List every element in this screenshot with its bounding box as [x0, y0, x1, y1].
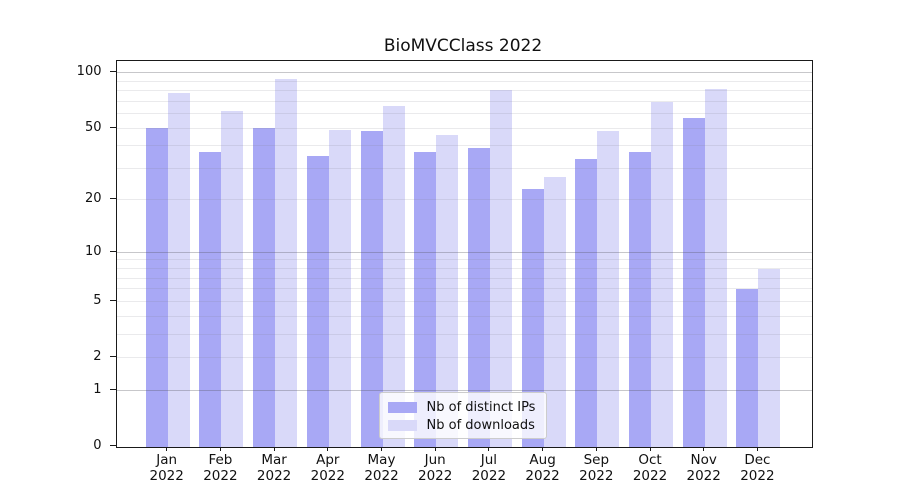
x-tick-jan [166, 445, 168, 451]
legend-item-downloads: Nb of downloads [387, 418, 538, 434]
bar-distinct-ips-jan [145, 128, 168, 447]
bar-downloads-feb [221, 110, 244, 447]
bar-distinct-ips-mar [253, 128, 276, 447]
legend: Nb of distinct IPs Nb of downloads [378, 391, 547, 439]
y-tick-50 [109, 126, 116, 128]
bar-downloads-oct [651, 102, 673, 447]
y-tick-label-5: 5 [93, 292, 102, 308]
bar-downloads-dec [758, 268, 781, 447]
y-tick-10 [109, 250, 116, 252]
x-tick-nov [703, 445, 705, 451]
bar-downloads-jan [167, 92, 190, 447]
y-tick-label-10: 10 [84, 243, 102, 259]
bar-distinct-ips-feb [199, 151, 222, 447]
bar-downloads-nov [704, 88, 727, 447]
x-tick-label-nov: Nov 2022 [686, 451, 721, 485]
bar-downloads-apr [328, 129, 351, 447]
chart-title: BioMVCClass 2022 [383, 36, 543, 56]
x-tick-jul [488, 445, 490, 451]
x-tick-may [381, 445, 382, 451]
bar-downloads-mar [275, 79, 298, 447]
bar-distinct-ips-nov [682, 117, 705, 447]
x-tick-label-jun: Jun 2022 [418, 451, 453, 485]
y-tick-2 [109, 356, 116, 357]
x-tick-label-sep: Sep 2022 [579, 451, 614, 485]
x-tick-label-aug: Aug 2022 [525, 451, 560, 485]
y-tick-label-0: 0 [93, 438, 102, 453]
bar-distinct-ips-aug [521, 189, 544, 447]
bar-downloads-aug [543, 176, 566, 447]
bar-distinct-ips-apr [306, 156, 329, 447]
legend-label-downloads: Nb of downloads [426, 418, 535, 433]
x-tick-dec [756, 445, 758, 451]
bar-distinct-ips-may [360, 131, 383, 447]
y-tick-20 [109, 198, 116, 200]
bar-downloads-sep [597, 131, 620, 447]
x-tick-label-dec: Dec 2022 [740, 451, 775, 485]
y-tick-0 [109, 445, 116, 446]
x-tick-label-feb: Feb 2022 [203, 451, 238, 485]
bar-distinct-ips-sep [575, 158, 598, 447]
bar-distinct-ips-jul [467, 147, 490, 447]
x-tick-label-may: May 2022 [364, 451, 399, 485]
x-tick-label-jul: Jul 2022 [471, 451, 507, 485]
y-tick-1 [109, 388, 116, 390]
y-tick-label-1: 1 [93, 381, 102, 397]
legend-swatch-downloads [387, 420, 417, 431]
bar-distinct-ips-oct [629, 151, 651, 447]
x-tick-mar [273, 445, 275, 451]
x-tick-label-apr: Apr 2022 [310, 451, 345, 485]
legend-swatch-distinct-ips [387, 402, 417, 413]
y-tick-5 [109, 299, 116, 301]
plot-area: Nb of distinct IPs Nb of downloads [115, 59, 813, 448]
x-tick-apr [327, 445, 329, 451]
y-tick-label-2: 2 [93, 349, 102, 364]
x-tick-label-oct: Oct 2022 [632, 451, 668, 485]
bar-downloads-may [382, 105, 405, 447]
legend-item-distinct-ips: Nb of distinct IPs [387, 400, 538, 416]
bar-downloads-jul [489, 89, 512, 447]
x-tick-feb [219, 445, 221, 451]
bar-distinct-ips-dec [736, 288, 759, 447]
x-tick-aug [542, 445, 544, 451]
y-tick-100 [109, 71, 116, 73]
bar-distinct-ips-jun [414, 151, 437, 447]
y-tick-label-20: 20 [84, 191, 102, 207]
x-tick-label-jan: Jan 2022 [149, 451, 184, 485]
y-tick-label-50: 50 [84, 119, 102, 135]
x-tick-jun [434, 445, 436, 451]
x-tick-sep [595, 445, 597, 451]
x-tick-oct [649, 445, 651, 451]
x-tick-label-mar: Mar 2022 [256, 451, 292, 485]
gridline-100 [116, 72, 812, 74]
gridline-90 [116, 80, 812, 82]
bar-downloads-jun [436, 134, 459, 447]
legend-label-distinct-ips: Nb of distinct IPs [426, 400, 536, 415]
y-tick-label-100: 100 [76, 64, 102, 80]
